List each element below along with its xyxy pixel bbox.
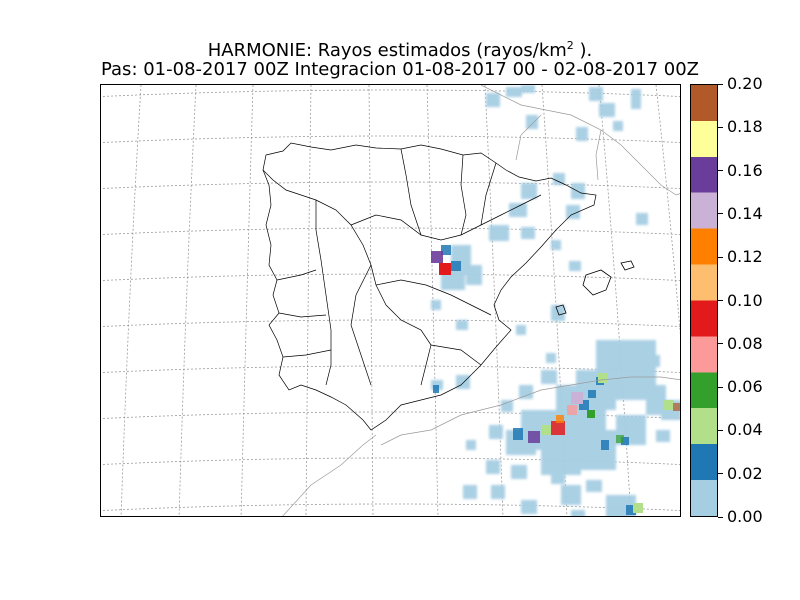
map-svg <box>101 85 680 516</box>
colorbar-tick-label: 0.10 <box>727 290 763 310</box>
colorbar-tick-label: 0.14 <box>727 203 763 223</box>
map-panel <box>100 84 681 517</box>
colorbar-tick <box>718 170 723 172</box>
colorbar-tick <box>718 343 723 345</box>
colorbar-tick <box>718 126 723 128</box>
colorbar-tick-label: 0.02 <box>727 463 763 483</box>
colorbar-tick <box>718 386 723 388</box>
colorbar-tick <box>718 256 723 258</box>
colorbar-tick-label: 0.12 <box>727 247 763 267</box>
coastline <box>262 142 597 431</box>
lightning-cells-high <box>431 251 680 513</box>
other-coastlines <box>282 85 680 516</box>
colorbar-tick <box>718 300 723 301</box>
colorbar-tick <box>718 83 723 85</box>
map-subtitle: Pas: 01-08-2017 00Z Integracion 01-08-20… <box>100 59 699 80</box>
colorbar-tick <box>718 516 723 518</box>
colorbar-tick <box>718 213 723 215</box>
colorbar-tick-label: 0.18 <box>727 117 763 137</box>
colorbar <box>690 84 718 517</box>
colorbar-tick <box>718 473 723 475</box>
balearic-islands <box>555 260 635 316</box>
colorbar-tick-label: 0.20 <box>727 74 763 93</box>
colorbar-tick-label: 0.16 <box>727 160 763 180</box>
colorbar-tick-label: 0.06 <box>727 377 763 397</box>
colorbar-tick-label: 0.00 <box>727 507 763 526</box>
colorbar-tick <box>718 429 723 431</box>
colorbar-tick-label: 0.04 <box>727 420 763 440</box>
map-title: HARMONIE: Rayos estimados (rayos/km2 ). <box>207 39 593 61</box>
colorbar-tick-label: 0.08 <box>727 333 763 353</box>
